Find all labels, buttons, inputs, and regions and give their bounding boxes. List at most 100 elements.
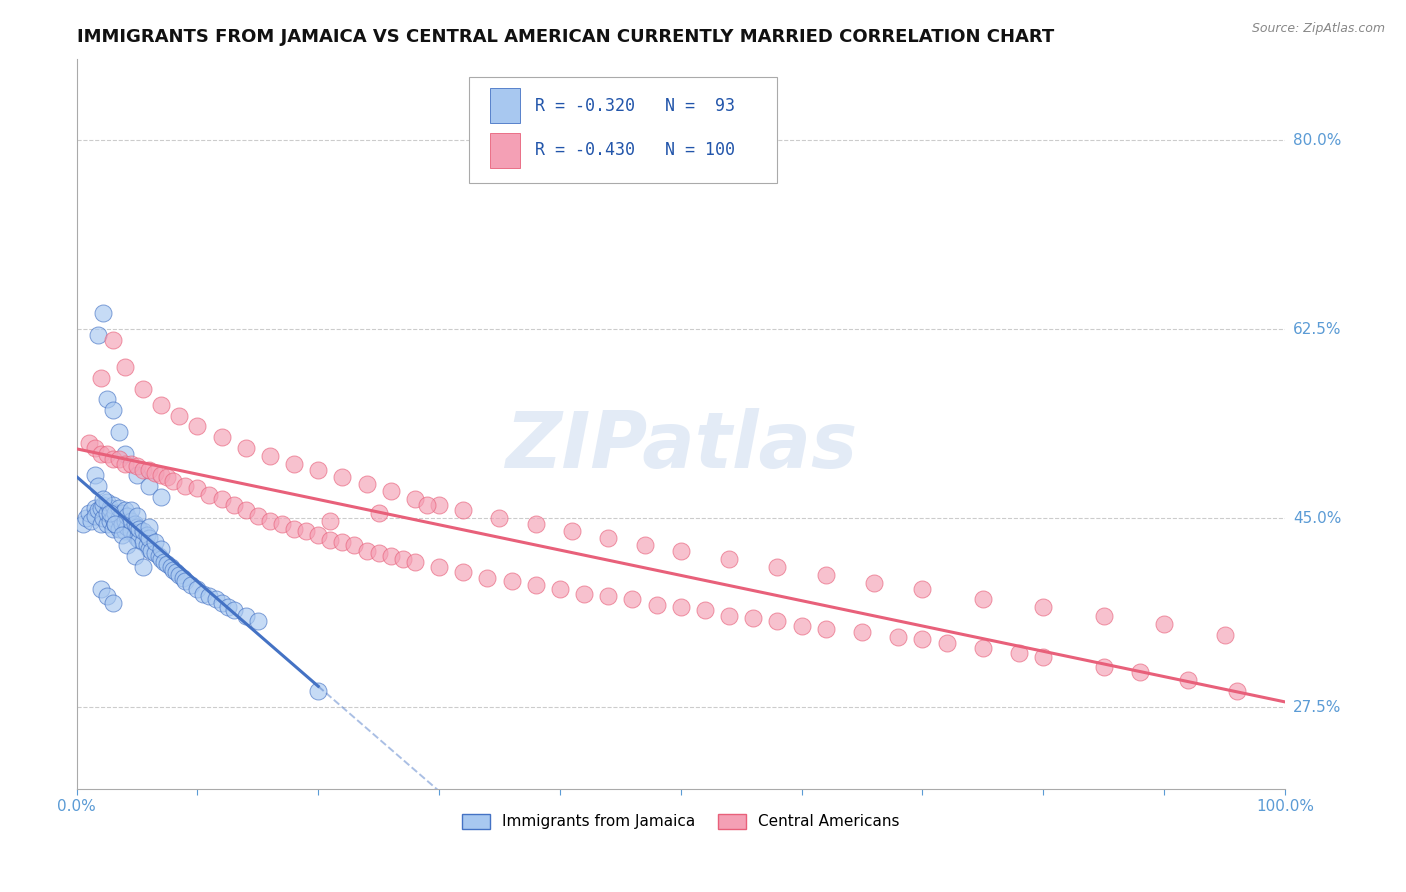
Point bbox=[259, 449, 281, 463]
Point bbox=[1008, 647, 1031, 661]
Point bbox=[111, 527, 134, 541]
Point bbox=[120, 502, 142, 516]
Point bbox=[150, 398, 173, 412]
Point bbox=[125, 509, 148, 524]
Point bbox=[120, 458, 142, 472]
Point bbox=[111, 516, 134, 531]
Point bbox=[72, 516, 94, 531]
Point bbox=[669, 543, 692, 558]
Point bbox=[380, 484, 402, 499]
Point bbox=[211, 596, 233, 610]
FancyBboxPatch shape bbox=[470, 78, 778, 183]
Point bbox=[356, 543, 378, 558]
Point bbox=[863, 576, 886, 591]
Point bbox=[1032, 649, 1054, 664]
Point bbox=[96, 516, 118, 531]
Point bbox=[416, 499, 439, 513]
Point bbox=[138, 479, 160, 493]
Point bbox=[101, 333, 124, 347]
Point bbox=[1092, 660, 1115, 674]
Point bbox=[343, 538, 366, 552]
Point bbox=[404, 555, 426, 569]
Point bbox=[114, 524, 136, 539]
Point bbox=[307, 684, 329, 698]
Point bbox=[150, 552, 173, 566]
Point bbox=[972, 640, 994, 655]
Point bbox=[332, 470, 354, 484]
Point bbox=[186, 419, 208, 434]
Point bbox=[814, 567, 837, 582]
Point bbox=[766, 614, 789, 628]
Point bbox=[1153, 617, 1175, 632]
Point bbox=[120, 514, 142, 528]
Point bbox=[162, 563, 184, 577]
Point bbox=[83, 500, 105, 515]
Text: IMMIGRANTS FROM JAMAICA VS CENTRAL AMERICAN CURRENTLY MARRIED CORRELATION CHART: IMMIGRANTS FROM JAMAICA VS CENTRAL AMERI… bbox=[76, 29, 1054, 46]
Point bbox=[96, 495, 118, 509]
Point bbox=[87, 327, 110, 342]
Point bbox=[108, 511, 131, 525]
Point bbox=[128, 533, 150, 547]
Point bbox=[186, 582, 208, 596]
Point bbox=[138, 520, 160, 534]
Point bbox=[222, 603, 245, 617]
Point bbox=[83, 509, 105, 524]
FancyBboxPatch shape bbox=[489, 133, 520, 168]
Point bbox=[488, 511, 510, 525]
Point bbox=[135, 527, 157, 541]
Point bbox=[742, 611, 765, 625]
Point bbox=[380, 549, 402, 564]
Point bbox=[235, 441, 257, 455]
Point bbox=[125, 520, 148, 534]
Point bbox=[367, 546, 389, 560]
Point bbox=[104, 516, 127, 531]
Text: ZIPatlas: ZIPatlas bbox=[505, 408, 856, 483]
Point bbox=[1129, 665, 1152, 679]
Point bbox=[91, 491, 114, 506]
Point bbox=[193, 587, 215, 601]
Point bbox=[165, 566, 187, 580]
Point bbox=[404, 491, 426, 506]
Point bbox=[101, 596, 124, 610]
Text: Source: ZipAtlas.com: Source: ZipAtlas.com bbox=[1251, 22, 1385, 36]
Point bbox=[246, 509, 269, 524]
Point bbox=[307, 463, 329, 477]
Point bbox=[101, 403, 124, 417]
Point bbox=[150, 541, 173, 556]
Point bbox=[152, 555, 174, 569]
Point bbox=[548, 582, 571, 596]
Point bbox=[392, 552, 415, 566]
Point bbox=[174, 574, 197, 588]
Point bbox=[356, 476, 378, 491]
Point bbox=[90, 446, 112, 460]
Point bbox=[90, 582, 112, 596]
Point bbox=[91, 499, 114, 513]
Text: 45.0%: 45.0% bbox=[1294, 511, 1341, 526]
Point bbox=[101, 499, 124, 513]
Point bbox=[198, 589, 221, 603]
Point bbox=[851, 624, 873, 639]
Point bbox=[90, 371, 112, 385]
Point bbox=[96, 446, 118, 460]
Point bbox=[108, 451, 131, 466]
Point bbox=[96, 392, 118, 407]
Point bbox=[159, 560, 181, 574]
Point bbox=[132, 524, 155, 539]
Point bbox=[83, 468, 105, 483]
Point bbox=[111, 506, 134, 520]
Point bbox=[90, 500, 112, 515]
Point bbox=[114, 446, 136, 460]
Text: R = -0.320   N =  93: R = -0.320 N = 93 bbox=[534, 96, 734, 115]
Point bbox=[283, 458, 305, 472]
Point bbox=[427, 560, 450, 574]
Point bbox=[935, 635, 957, 649]
Point bbox=[150, 468, 173, 483]
Point bbox=[1092, 608, 1115, 623]
Point bbox=[235, 502, 257, 516]
Point bbox=[91, 306, 114, 320]
Point bbox=[790, 619, 813, 633]
Point bbox=[114, 502, 136, 516]
Point bbox=[621, 592, 644, 607]
Point bbox=[524, 578, 547, 592]
Point bbox=[156, 557, 179, 571]
